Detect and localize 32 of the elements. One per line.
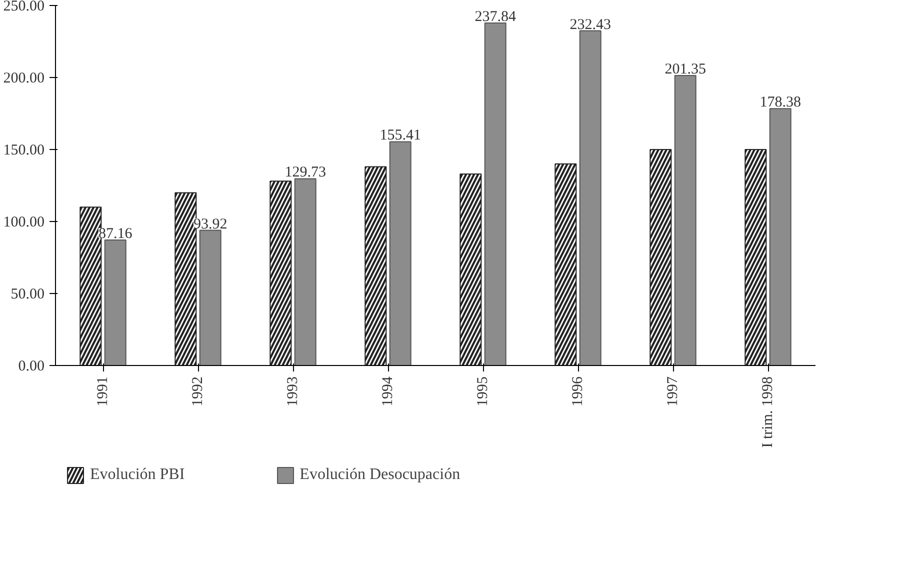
bar <box>769 108 792 366</box>
y-tick-label: 200.00 <box>3 70 44 86</box>
y-tick-label: 150.00 <box>3 142 44 158</box>
bar <box>294 178 316 366</box>
y-tick-label: 250.00 <box>3 0 44 14</box>
y-tick-label: 0.00 <box>18 358 44 374</box>
data-label: 232.43 <box>570 16 611 33</box>
y-tick-label: 50.00 <box>10 286 44 302</box>
data-label: 87.16 <box>98 226 133 242</box>
data-label: 93.92 <box>193 216 228 232</box>
legend-label: Evolución Desocupación <box>300 466 460 484</box>
legend-label: Evolución PBI <box>90 466 185 484</box>
y-tick-label: 100.00 <box>3 214 44 230</box>
data-label: 178.38 <box>760 94 801 111</box>
x-tick-label: 1991 <box>95 376 111 406</box>
data-label: 237.84 <box>474 9 516 26</box>
x-tick-label: I trim. 1998 <box>760 376 776 448</box>
bar <box>579 30 602 366</box>
bar <box>484 22 506 366</box>
x-tick-label: 1993 <box>285 376 301 406</box>
x-tick-label: 1992 <box>190 376 206 406</box>
bar <box>674 75 696 366</box>
bar <box>389 141 412 366</box>
x-tick-label: 1997 <box>665 376 681 406</box>
x-tick-label: 1995 <box>475 376 491 406</box>
x-tick-label: 1996 <box>570 376 586 406</box>
x-tick-label: 1994 <box>380 376 396 406</box>
bar <box>104 239 126 366</box>
data-label: 201.35 <box>664 62 706 78</box>
data-label: 155.41 <box>380 128 421 144</box>
bar <box>199 230 222 366</box>
data-label: 129.73 <box>284 164 326 181</box>
